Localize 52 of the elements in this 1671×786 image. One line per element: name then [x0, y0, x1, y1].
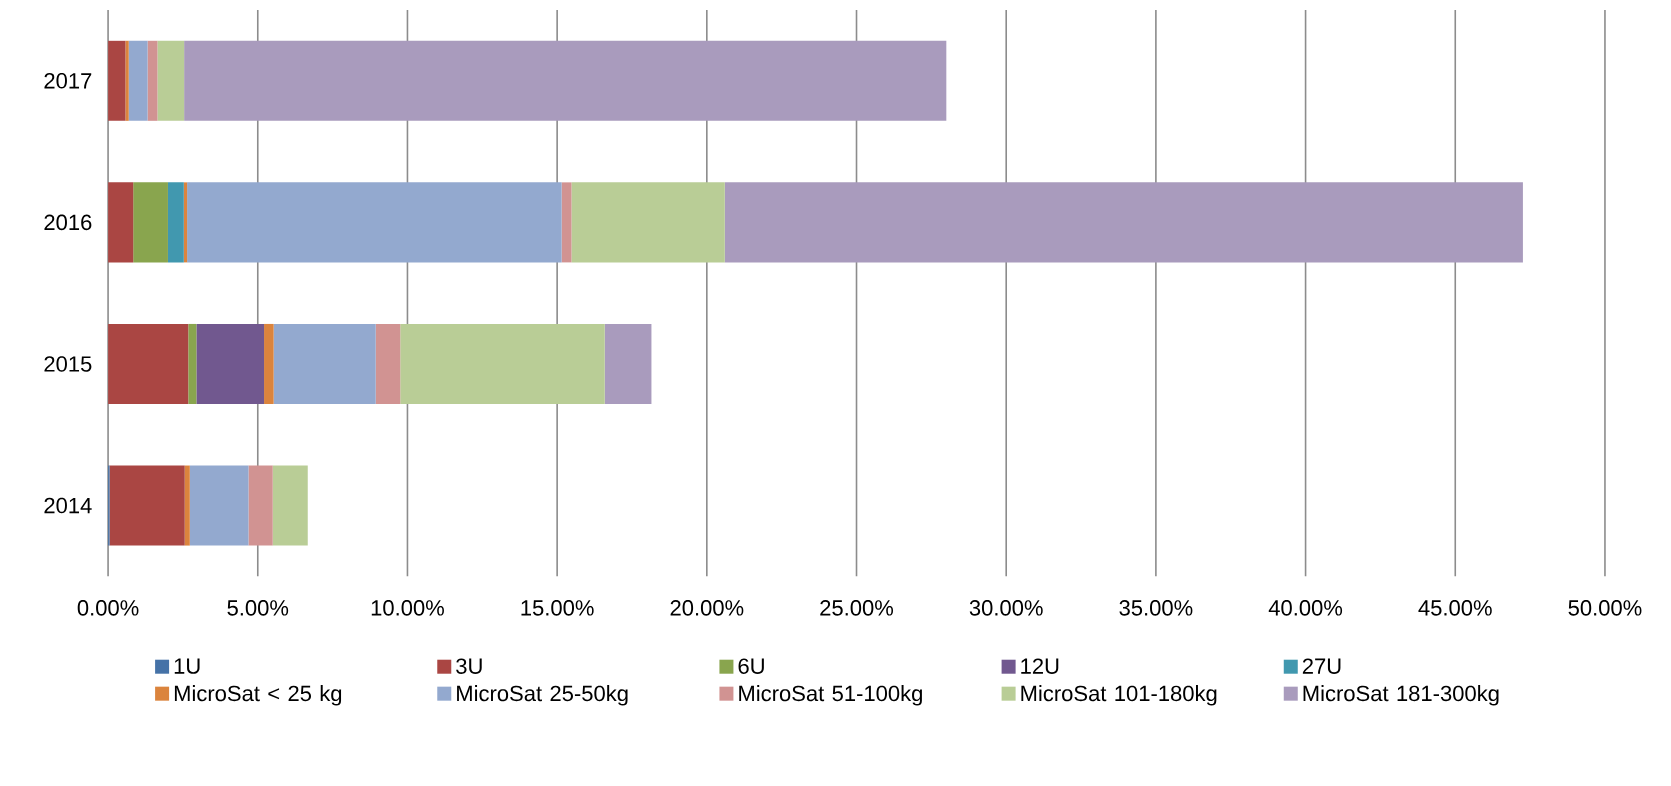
bar — [184, 465, 190, 546]
legend-label: MicroSat 51-100kg — [739, 684, 922, 706]
y-tick-label: 2015 — [44, 355, 92, 372]
x-tick-label: 50.00% — [1568, 599, 1642, 616]
bar — [604, 323, 652, 404]
bar — [133, 182, 168, 263]
legend-label: 6U — [738, 658, 764, 674]
bar — [167, 182, 184, 263]
bar — [147, 40, 158, 121]
x-tick-label: 30.00% — [969, 599, 1043, 616]
x-tick-label: 15.00% — [521, 599, 594, 616]
x-tick-label: 5.00% — [227, 599, 289, 616]
bar — [108, 182, 134, 263]
x-tick-label: 20.00% — [670, 599, 744, 616]
x-tick-label: 10.00% — [371, 599, 444, 616]
bar — [108, 323, 189, 404]
bar — [108, 40, 126, 121]
x-tick-label: 0.00% — [77, 599, 139, 616]
bar — [264, 323, 274, 404]
legend-label: 3U — [456, 658, 482, 674]
bar — [248, 465, 273, 546]
bar — [128, 40, 148, 121]
bar — [272, 465, 308, 546]
x-tick-label: 25.00% — [820, 599, 894, 616]
bar — [724, 182, 1523, 263]
bar — [187, 182, 562, 263]
bar — [157, 40, 185, 121]
bar — [561, 182, 572, 263]
bar — [184, 40, 947, 121]
legend-label: 27U — [1302, 658, 1341, 674]
bar — [571, 182, 725, 263]
legend-label: 1U — [174, 658, 200, 674]
bar — [375, 323, 401, 404]
bar — [196, 323, 265, 404]
legend-label: MicroSat 25-50kg — [457, 684, 628, 706]
x-tick-label: 45.00% — [1418, 599, 1492, 616]
legend-label: MicroSat 101-180kg — [1021, 684, 1217, 706]
bar — [273, 323, 376, 404]
x-tick-label: 35.00% — [1119, 599, 1193, 616]
bar — [183, 182, 188, 263]
bar — [188, 323, 197, 404]
bar — [109, 465, 185, 546]
y-tick-label: 2014 — [44, 497, 92, 514]
legend-label: MicroSat 181-300kg — [1303, 684, 1499, 706]
bar — [400, 323, 605, 404]
legend-label: MicroSat < 25 kg — [174, 684, 342, 706]
legend-label: 12U — [1021, 658, 1059, 674]
x-tick-label: 40.00% — [1268, 599, 1343, 616]
bar — [189, 465, 249, 546]
bar — [125, 40, 129, 121]
y-tick-label: 2016 — [44, 214, 92, 230]
y-tick-label: 2017 — [44, 72, 92, 89]
